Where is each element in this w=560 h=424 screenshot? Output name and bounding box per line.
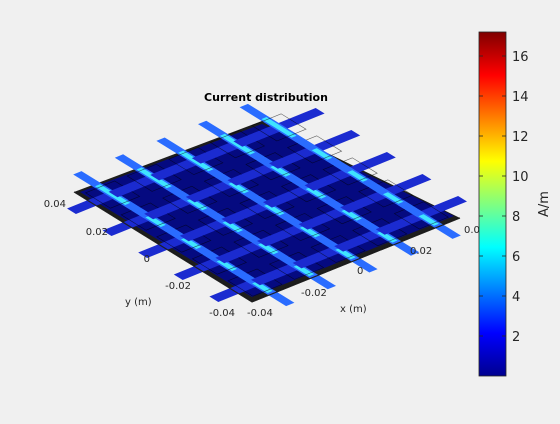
patch-outline xyxy=(239,191,295,219)
chart-title: Current distribution xyxy=(204,91,328,104)
patch-outline xyxy=(156,224,212,253)
y-tick-label: 0 xyxy=(144,254,150,265)
y-axis: 0.04 0.02 0 -0.02 -0.04 y (m) xyxy=(44,191,253,319)
colorbar-tick-label: 12 xyxy=(512,130,529,145)
patch-outline xyxy=(358,179,414,208)
colorbar-scale xyxy=(478,31,507,377)
patch-outline xyxy=(322,157,378,186)
strip-hotspot xyxy=(178,150,214,172)
patch-outline xyxy=(203,169,260,197)
y-tick-label: -0.04 xyxy=(209,308,235,319)
x-axis: -0.04 -0.02 0 0.02 0.04 x (m) xyxy=(247,217,486,319)
colorbar-tick-label: 6 xyxy=(512,250,520,265)
x-tick-label: 0.04 xyxy=(464,225,486,236)
y-axis-line xyxy=(73,191,253,303)
y-tick-label: -0.02 xyxy=(165,281,191,292)
x-tick-label: 0.02 xyxy=(410,246,432,257)
x-tick-label: -0.04 xyxy=(247,308,273,319)
patch-outline xyxy=(197,207,254,236)
x-tick-label: -0.02 xyxy=(301,288,327,299)
y-axis-label: y (m) xyxy=(125,297,152,308)
x-axis-label: x (m) xyxy=(340,304,367,315)
patch-outline xyxy=(209,130,266,159)
strip-hotspot xyxy=(219,133,255,155)
patch-outline xyxy=(168,147,224,175)
colorbar-tick-label: 2 xyxy=(512,330,520,345)
strip-hotspot xyxy=(95,184,131,205)
patch-outline xyxy=(280,174,337,203)
patch-outline xyxy=(120,202,176,231)
colorbar-tick-label: 14 xyxy=(512,90,529,105)
colorbar-tick-label: 4 xyxy=(512,290,520,305)
patch-outline xyxy=(352,218,408,247)
patch-outline xyxy=(245,152,301,181)
patch-outline xyxy=(393,201,450,230)
patch-outline xyxy=(274,213,331,241)
y-tick-label: 0.02 xyxy=(86,227,108,238)
x-axis-line xyxy=(251,217,461,303)
patch-outline xyxy=(227,268,283,297)
colorbar-tick-label: 16 xyxy=(512,50,529,65)
y-tick-label: 0.04 xyxy=(44,199,66,210)
colorbar: 2 4 6 8 10 12 14 16 A/m xyxy=(478,31,552,377)
patch-outline xyxy=(84,180,141,209)
patch-outline xyxy=(310,235,366,263)
strip-hotspot xyxy=(136,167,172,189)
patch-outline xyxy=(251,113,307,142)
colorbar-label: A/m xyxy=(537,191,552,217)
patch-outline xyxy=(191,246,248,275)
patch-outline xyxy=(126,163,182,192)
x-tick-label: 0 xyxy=(357,266,363,277)
strip-hotspot xyxy=(261,117,297,138)
patch-outline xyxy=(316,196,372,225)
patch-outline xyxy=(162,185,218,214)
colorbar-ticks: 2 4 6 8 10 12 14 16 xyxy=(479,50,529,345)
patch-outline xyxy=(268,251,325,280)
colorbar-tick-label: 10 xyxy=(512,170,529,185)
colorbar-tick-label: 8 xyxy=(512,210,520,225)
patch-outline xyxy=(286,135,343,164)
strip-array xyxy=(67,103,467,307)
patch-outline xyxy=(233,229,289,258)
plot-surface xyxy=(67,103,467,307)
